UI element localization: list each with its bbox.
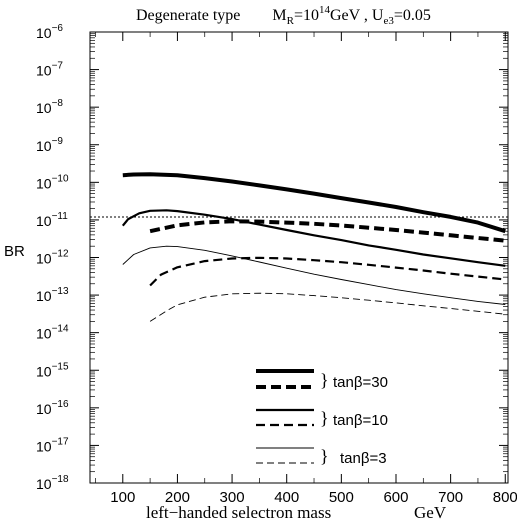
y-tick-label: 10−17: [36, 436, 69, 454]
series-line-thin-solid: [122, 245, 506, 305]
series-line-thick-solid: [122, 172, 506, 234]
chart-title: Degenerate type MR=1014GeV , Ue3=0.05: [136, 4, 431, 27]
y-axis-label: BR: [4, 243, 25, 260]
x-tick-label: 500: [329, 489, 354, 506]
legend-label: tanβ=10: [333, 412, 388, 429]
legend-brace: }: [320, 370, 329, 390]
y-tick-label: 10−15: [36, 361, 69, 379]
series-lines: [121, 172, 506, 322]
y-tick-label: 10−16: [36, 399, 69, 417]
legend-label: tanβ=30: [333, 374, 388, 391]
legend-brace: }: [320, 408, 329, 428]
x-axis-label: left−handed selectron mass: [146, 503, 331, 522]
series-line-thin-dashed: [149, 292, 506, 322]
y-tick-label: 10−9: [36, 136, 63, 154]
series-line-medium-solid: [121, 209, 506, 267]
y-tick-label: 10−10: [36, 173, 69, 191]
y-tick-label: 10−14: [36, 324, 69, 342]
legend: } tanβ=30 } tanβ=10 } tanβ=3: [256, 369, 388, 467]
x-tick-label: 100: [110, 489, 135, 506]
y-tick-label: 10−7: [36, 61, 63, 79]
y-tick-label: 10−18: [36, 474, 69, 492]
legend-label: tanβ=3: [340, 450, 387, 467]
y-tick-label: 10−13: [36, 286, 69, 304]
ticks: [90, 31, 508, 484]
x-tick-label: 800: [493, 489, 517, 506]
x-tick-label: 600: [383, 489, 408, 506]
y-tick-labels: 10−6 10−7 10−8 10−9 10−10 10−11 10−12 10−13 10−1…: [36, 23, 69, 492]
legend-brace: }: [320, 446, 329, 466]
x-tick-label: 300: [220, 489, 245, 506]
y-tick-label: 10−12: [36, 249, 69, 267]
y-tick-label: 10−6: [36, 23, 63, 41]
y-tick-label: 10−8: [36, 98, 63, 116]
x-tick-labels: 100 200 300 400 500 600 700 800: [110, 489, 517, 506]
series-line-medium-dashed: [149, 256, 506, 287]
x-tick-label: 700: [438, 489, 463, 506]
x-tick-label: 400: [274, 489, 299, 506]
x-axis-unit: GeV: [414, 503, 447, 522]
x-tick-label: 200: [165, 489, 190, 506]
y-tick-label: 10−11: [36, 211, 68, 229]
